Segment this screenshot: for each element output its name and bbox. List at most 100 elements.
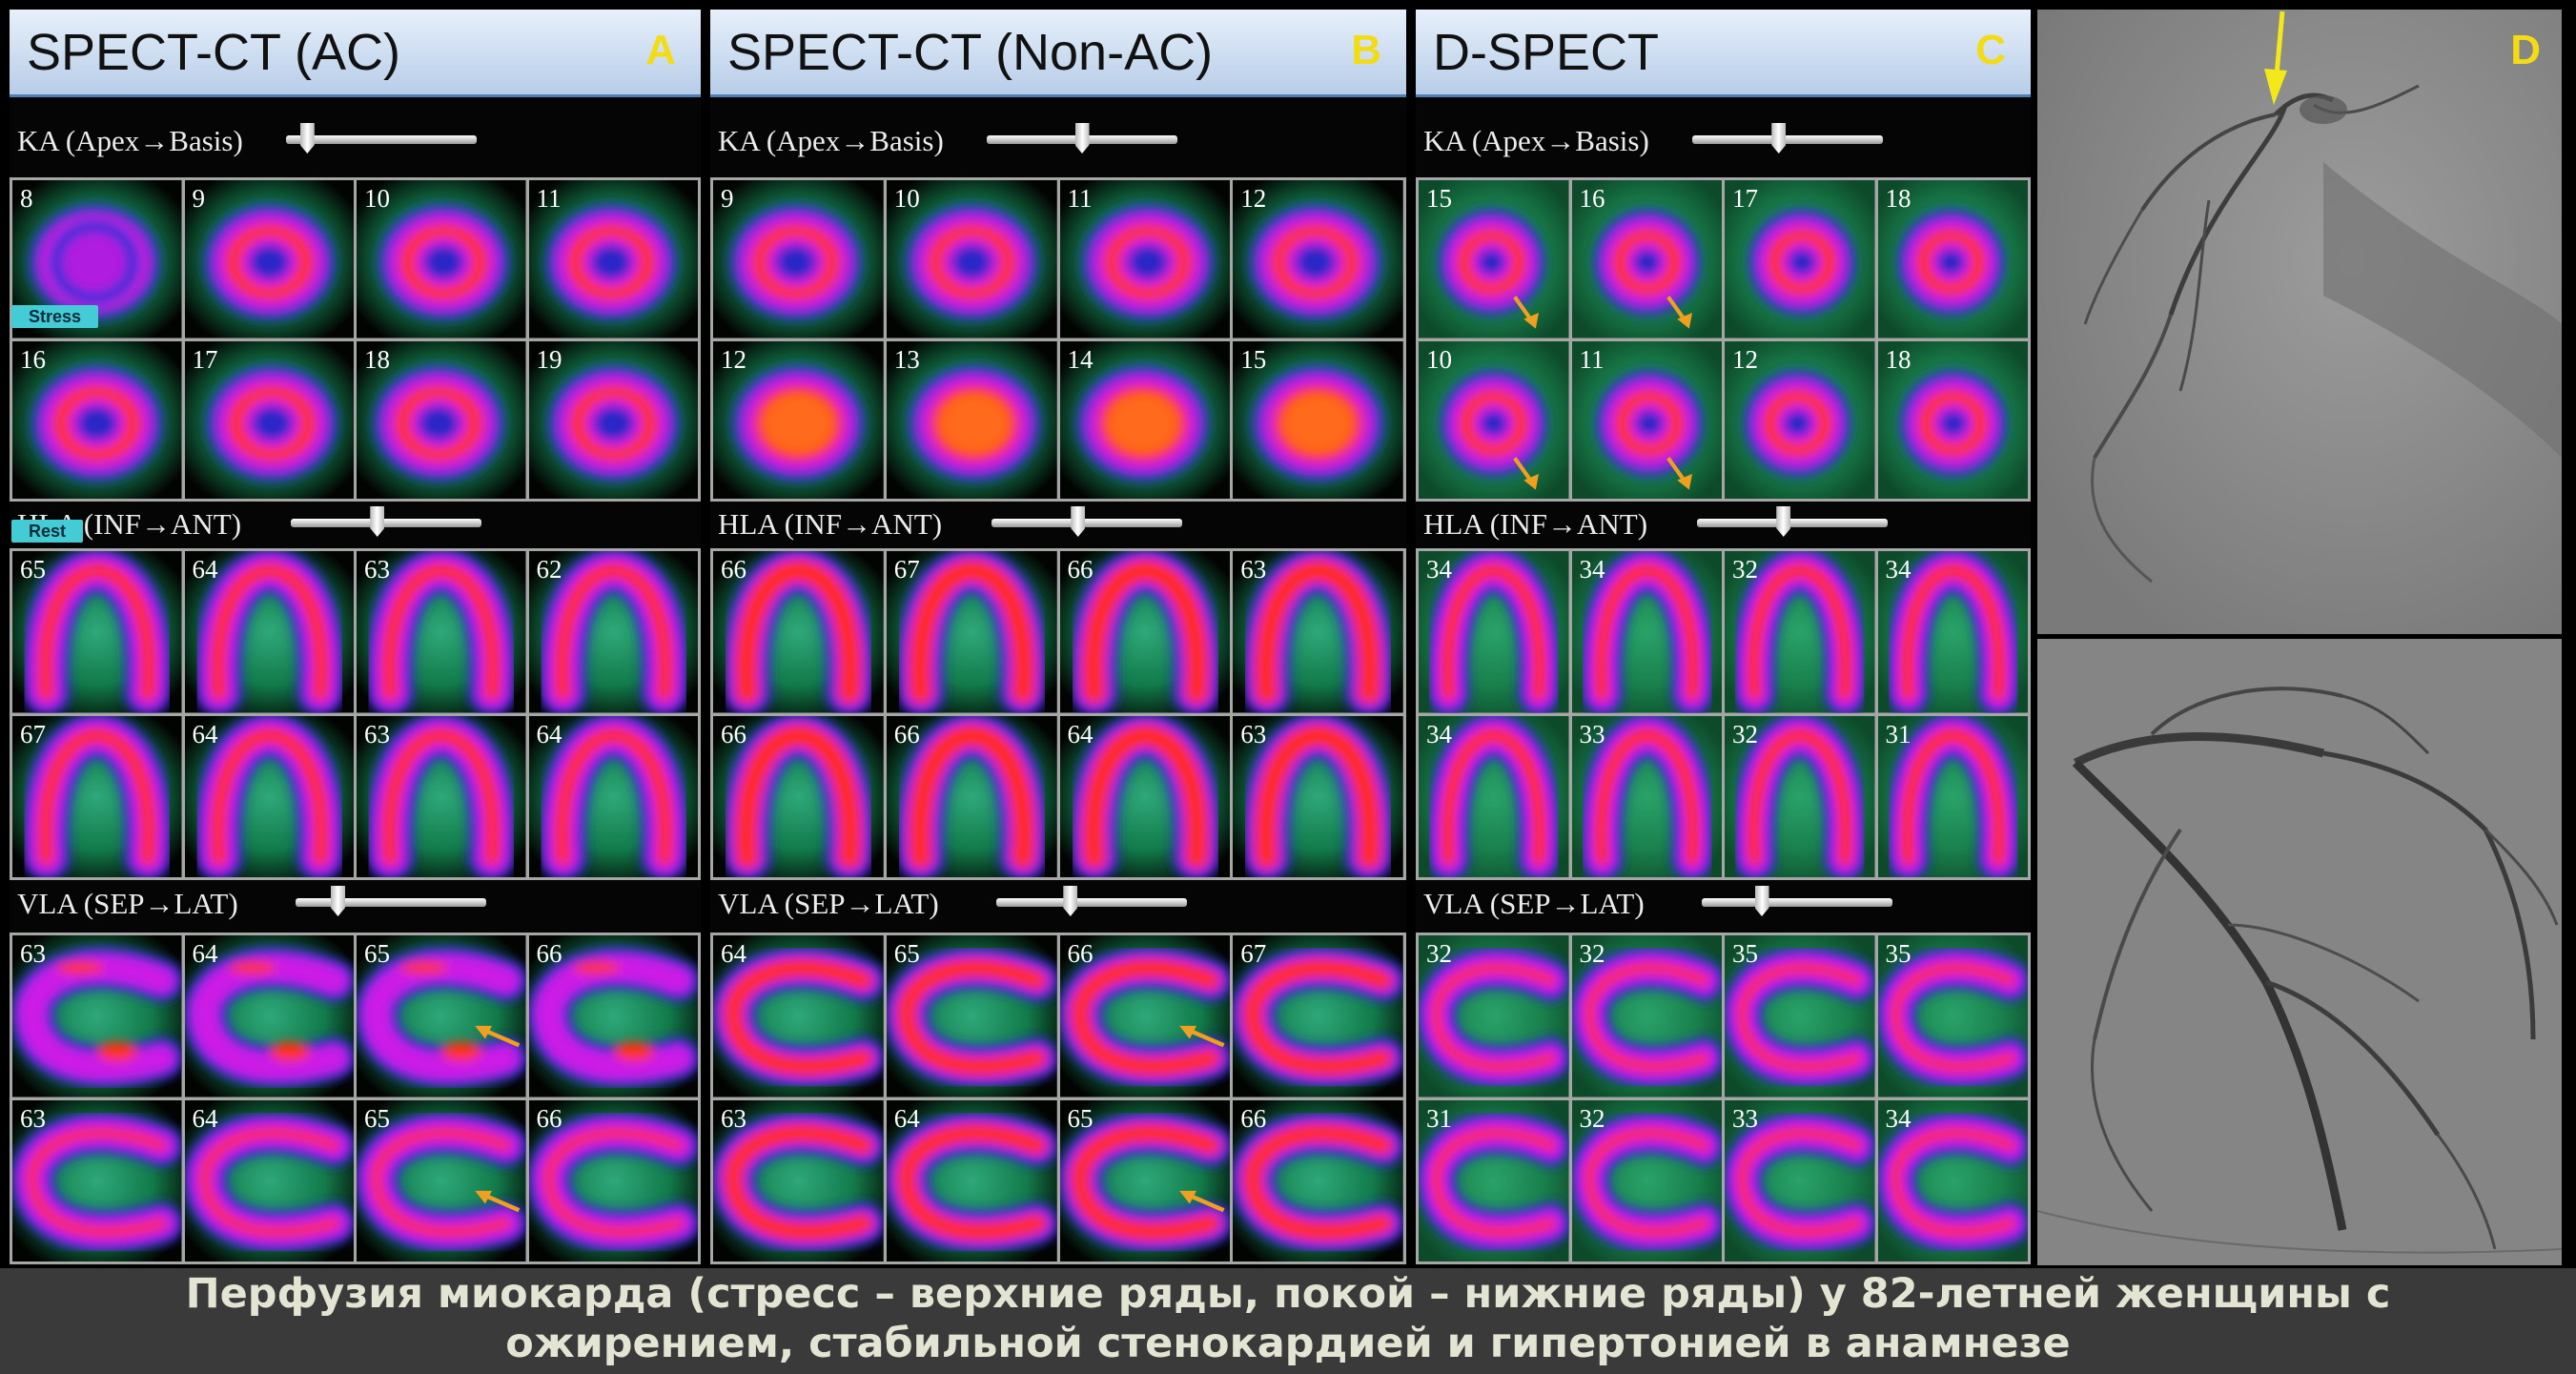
slice-number: 14 [1067, 344, 1094, 374]
slice-number: 18 [364, 344, 390, 374]
perfusion-slice [713, 1099, 884, 1261]
angiogram-bottom-image [2037, 639, 2562, 1265]
slice-slider-handle[interactable] [331, 886, 345, 916]
slice-number: 17 [192, 344, 218, 374]
slice-slider-handle[interactable] [299, 123, 315, 154]
slice-number: 63 [1240, 555, 1267, 584]
perfusion-slice [1419, 1099, 1569, 1261]
slice-number: 9 [721, 184, 734, 213]
slice-number: 16 [1579, 184, 1605, 213]
perfusion-slice [12, 340, 182, 499]
perfusion-slice [528, 180, 698, 338]
slice-image: 63 [1233, 715, 1403, 877]
defect-arrow-icon [1513, 296, 1539, 329]
section-label-vla: VLA (SEP→LAT) [718, 887, 939, 920]
section-label-hla: HLA (INF→ANT) [1423, 507, 1648, 541]
slice-slider-handle[interactable] [1071, 506, 1086, 537]
perfusion-slice [357, 1099, 526, 1261]
slice-image: 65 [1059, 1099, 1231, 1261]
perfusion-slice [1059, 180, 1231, 338]
perfusion-slice [1725, 180, 1875, 338]
slice-slider[interactable] [992, 506, 1182, 537]
panel-c: D-SPECT C KA (Apex→Basis) 15 16 17 18 10 11 12 18 H… [1416, 10, 2031, 1265]
slice-slider[interactable] [987, 123, 1177, 154]
slice-number: 11 [1579, 344, 1605, 374]
perfusion-slice [886, 180, 1057, 338]
slice-slider-handle[interactable] [370, 506, 385, 537]
slice-image: 66 [713, 551, 884, 713]
slice-number: 65 [893, 939, 920, 968]
slice-image: 11 [1571, 340, 1722, 499]
slice-number: 32 [1579, 939, 1605, 968]
rest-tag: Rest [11, 520, 84, 543]
slice-image: 66 [1233, 1099, 1403, 1261]
slice-number: 64 [192, 939, 218, 968]
perfusion-slice [357, 180, 526, 338]
panel-header: SPECT-CT (AC) A [10, 10, 701, 97]
slice-number: 32 [1732, 555, 1758, 584]
slice-slider[interactable] [1697, 506, 1888, 537]
slice-number: 17 [1732, 184, 1758, 213]
slice-image: 63 [357, 551, 526, 713]
perfusion-slice [886, 1099, 1057, 1261]
section-label-vla: VLA (SEP→LAT) [17, 887, 238, 920]
image-grid-ka: 15 16 17 18 10 11 12 18 [1416, 177, 2031, 502]
slice-slider-handle[interactable] [1754, 886, 1769, 916]
slice-image: 64 [886, 1099, 1057, 1261]
slice-image: 66 [713, 715, 884, 877]
slice-image: 35 [1877, 935, 2028, 1097]
slice-image: 32 [1571, 1099, 1722, 1261]
slice-image: 63 [12, 1099, 182, 1261]
slice-image: 11 [1059, 180, 1231, 338]
slice-image: 64 [528, 715, 698, 877]
slice-image: 8 [12, 180, 182, 338]
slice-slider-handle[interactable] [1771, 123, 1787, 154]
slice-slider[interactable] [291, 506, 481, 537]
perfusion-slice [1233, 180, 1403, 338]
slice-slider[interactable] [296, 886, 486, 916]
slice-image: 12 [713, 340, 884, 499]
slice-slider[interactable] [996, 886, 1187, 916]
slice-number: 64 [1067, 719, 1094, 749]
slice-slider[interactable] [1692, 123, 1883, 154]
slice-number: 34 [1885, 555, 1912, 584]
panel-header: SPECT-CT (Non-AC) B [710, 10, 1406, 97]
slice-slider-handle[interactable] [1074, 123, 1090, 154]
defect-arrow-icon [1178, 1025, 1225, 1048]
panel-a: SPECT-CT (AC) A KA (Apex→Basis) 8 9 10 11 16 17 1… [10, 10, 701, 1265]
perfusion-slice [1419, 935, 1569, 1097]
image-grid-hla: 65 64 63 62 67 64 63 64 [10, 548, 701, 880]
slice-image: 13 [886, 340, 1057, 499]
slice-number: 33 [1579, 719, 1605, 749]
slice-number: 63 [1240, 719, 1267, 749]
slice-number: 32 [1732, 719, 1758, 749]
slice-slider-handle[interactable] [1063, 886, 1078, 916]
defect-arrow-icon [1666, 296, 1692, 329]
slice-number: 13 [893, 344, 920, 374]
section-label-ka: KA (Apex→Basis) [718, 124, 944, 157]
perfusion-slice [1571, 551, 1722, 713]
perfusion-slice [12, 180, 182, 338]
slice-image: 63 [357, 715, 526, 877]
slice-number: 9 [192, 184, 206, 213]
slice-number: 35 [1885, 939, 1912, 968]
perfusion-slice [528, 935, 698, 1097]
slice-number: 64 [536, 719, 562, 749]
perfusion-slice [1571, 180, 1722, 338]
slice-slider-handle[interactable] [1776, 506, 1791, 537]
slice-image: 12 [1725, 340, 1875, 499]
slice-number: 8 [20, 184, 33, 213]
slice-slider[interactable] [1702, 886, 1892, 916]
slice-image: 65 [12, 551, 182, 713]
panel-letter: C [1975, 27, 2006, 73]
slice-image: 64 [184, 715, 354, 877]
perfusion-slice [1059, 715, 1231, 877]
slice-slider[interactable] [286, 123, 477, 154]
slice-image: 18 [1877, 340, 2028, 499]
slice-image: 10 [886, 180, 1057, 338]
perfusion-slice [1877, 180, 2028, 338]
slice-number: 10 [1426, 344, 1452, 374]
slice-number: 10 [893, 184, 920, 213]
slice-number: 64 [721, 939, 746, 968]
perfusion-slice [12, 935, 182, 1097]
